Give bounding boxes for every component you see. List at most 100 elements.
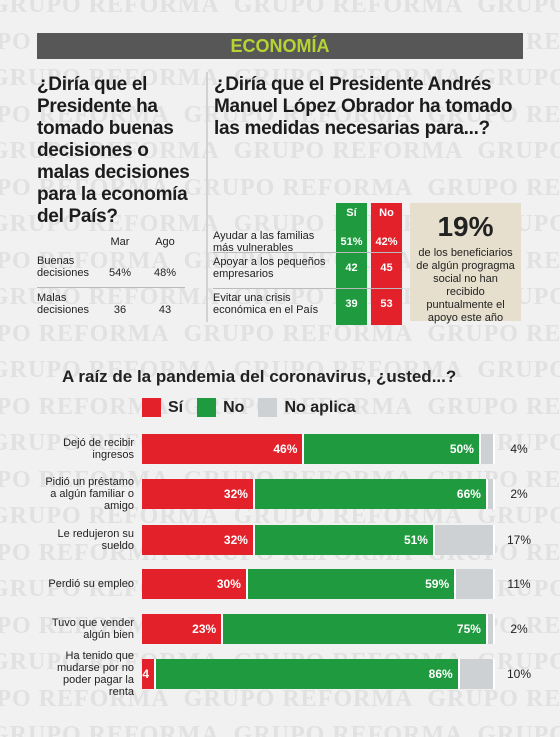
value-label: 59% — [425, 577, 450, 591]
legend-label: Sí — [168, 399, 184, 416]
watermark: GRUPO REFORMA — [233, 138, 464, 164]
bar-segment: 4 — [142, 659, 157, 689]
bar-segment: 46% — [142, 434, 305, 464]
value-label: 75% — [456, 622, 481, 636]
watermark: GRUPO REFORMA — [233, 65, 464, 91]
watermark: GRUPO REFORMA — [183, 685, 414, 712]
row-rule — [213, 252, 403, 253]
value-label: 46% — [273, 442, 298, 456]
bar-segment — [459, 659, 495, 689]
column-fill — [371, 203, 402, 325]
bar-segment: 30% — [142, 569, 248, 599]
cell: 42% — [375, 236, 398, 248]
watermark: GRUPO REFORMA — [0, 174, 170, 201]
value-label: 2% — [510, 622, 528, 636]
watermark: GRUPO REFORMA — [233, 722, 464, 737]
watermark: GRUPO REFORMA — [477, 65, 560, 91]
watermark: GRUPO REFORMA — [0, 466, 170, 493]
bar-segment: 50% — [304, 434, 481, 464]
cell: 54% — [108, 267, 132, 279]
bar-segment: 23% — [142, 614, 224, 644]
category-label: Le redujeron su sueldo — [57, 528, 134, 552]
watermark: GRUPO REFORMA — [0, 357, 220, 383]
watermark: GRUPO REFORMA — [183, 393, 414, 420]
cell: 53 — [380, 298, 393, 310]
divider — [206, 72, 208, 322]
watermark: GRUPO REFORMA — [0, 138, 220, 164]
cell: 42 — [345, 262, 358, 274]
right-question: ¿Diría que el Presidente Andrés Manuel L… — [214, 74, 513, 139]
bar-segment: 32% — [142, 479, 255, 509]
value-label: 17% — [506, 533, 532, 547]
header-title: ECONOMÍA — [230, 36, 330, 56]
watermark: GRUPO REFORMA — [183, 174, 414, 201]
watermark: GRUPO REFORMA — [183, 101, 414, 128]
row-label: Buenas decisiones — [37, 255, 89, 279]
callout-text: de los beneficiarios de algún progragma … — [416, 247, 515, 324]
header-bar: ECONOMÍA — [37, 33, 523, 59]
watermark: GRUPO REFORMA — [0, 393, 170, 420]
cell: 43 — [158, 304, 172, 316]
row-label: Apoyar a los pequeños empresarios — [213, 256, 326, 280]
category-label: Perdió su empleo — [48, 578, 134, 590]
bar-segment: 86% — [156, 659, 460, 689]
value-label: 66% — [456, 487, 481, 501]
watermark: GRUPO REFORMA — [427, 393, 560, 420]
bar-segment — [480, 434, 495, 464]
watermark: GRUPO REFORMA — [0, 320, 170, 347]
watermark: GRUPO REFORMA — [0, 685, 170, 712]
cell: 36 — [113, 304, 127, 316]
bar-segment — [487, 614, 495, 644]
value-label: 10% — [506, 667, 532, 681]
column-header: Ago — [155, 236, 175, 248]
bar-segment — [434, 525, 495, 555]
watermark: GRUPO REFORMA — [0, 211, 220, 237]
value-label: 4 — [142, 667, 150, 681]
left-question: ¿Diría que el Presidente ha tomado buena… — [37, 74, 190, 227]
cell: 39 — [345, 298, 358, 310]
watermark: GRUPO REFORMA — [427, 320, 560, 347]
legend-swatch — [142, 398, 161, 417]
category-label: Pidió un préstamo a algún familiar o ami… — [45, 476, 134, 512]
watermark: GRUPO REFORMA — [0, 612, 170, 639]
watermark: GRUPO REFORMA — [477, 0, 560, 18]
legend-label: No aplica — [284, 399, 356, 416]
watermark: GRUPO REFORMA — [427, 101, 560, 128]
value-label: 50% — [449, 442, 474, 456]
category-label: Tuvo que vender algún bien — [51, 617, 134, 641]
watermark: GRUPO REFORMA — [0, 722, 220, 737]
value-label: 32% — [223, 487, 248, 501]
row-label: Malas decisiones — [37, 292, 89, 316]
watermark: GRUPO REFORMA — [477, 138, 560, 164]
cell: 45 — [380, 262, 393, 274]
watermark: GRUPO REFORMA — [233, 0, 464, 18]
bar-segment — [456, 569, 495, 599]
value-label: 86% — [428, 667, 453, 681]
category-label: Dejó de recibir ingresos — [63, 437, 134, 461]
chart-title: A raíz de la pandemia del coronavirus, ¿… — [62, 367, 457, 386]
row-label: Evitar una crisis económica en el País — [213, 292, 319, 316]
bar-segment: 59% — [247, 569, 457, 599]
bar-segment: 32% — [142, 525, 255, 555]
watermark: GRUPO REFORMA — [0, 247, 170, 274]
watermark: GRUPO REFORMA — [427, 685, 560, 712]
value-label: 23% — [192, 622, 217, 636]
callout-figure: 19% — [437, 211, 494, 242]
legend-swatch — [197, 398, 217, 417]
column-header: No — [379, 207, 394, 219]
row-rule — [213, 288, 403, 289]
watermark: GRUPO REFORMA — [0, 284, 220, 310]
value-label: 4% — [510, 442, 528, 456]
bar-segment: 75% — [223, 614, 488, 644]
legend-swatch — [258, 398, 278, 417]
bar-segment — [487, 479, 495, 509]
callout: 19% de los beneficiarios de algún prograg… — [410, 203, 521, 324]
